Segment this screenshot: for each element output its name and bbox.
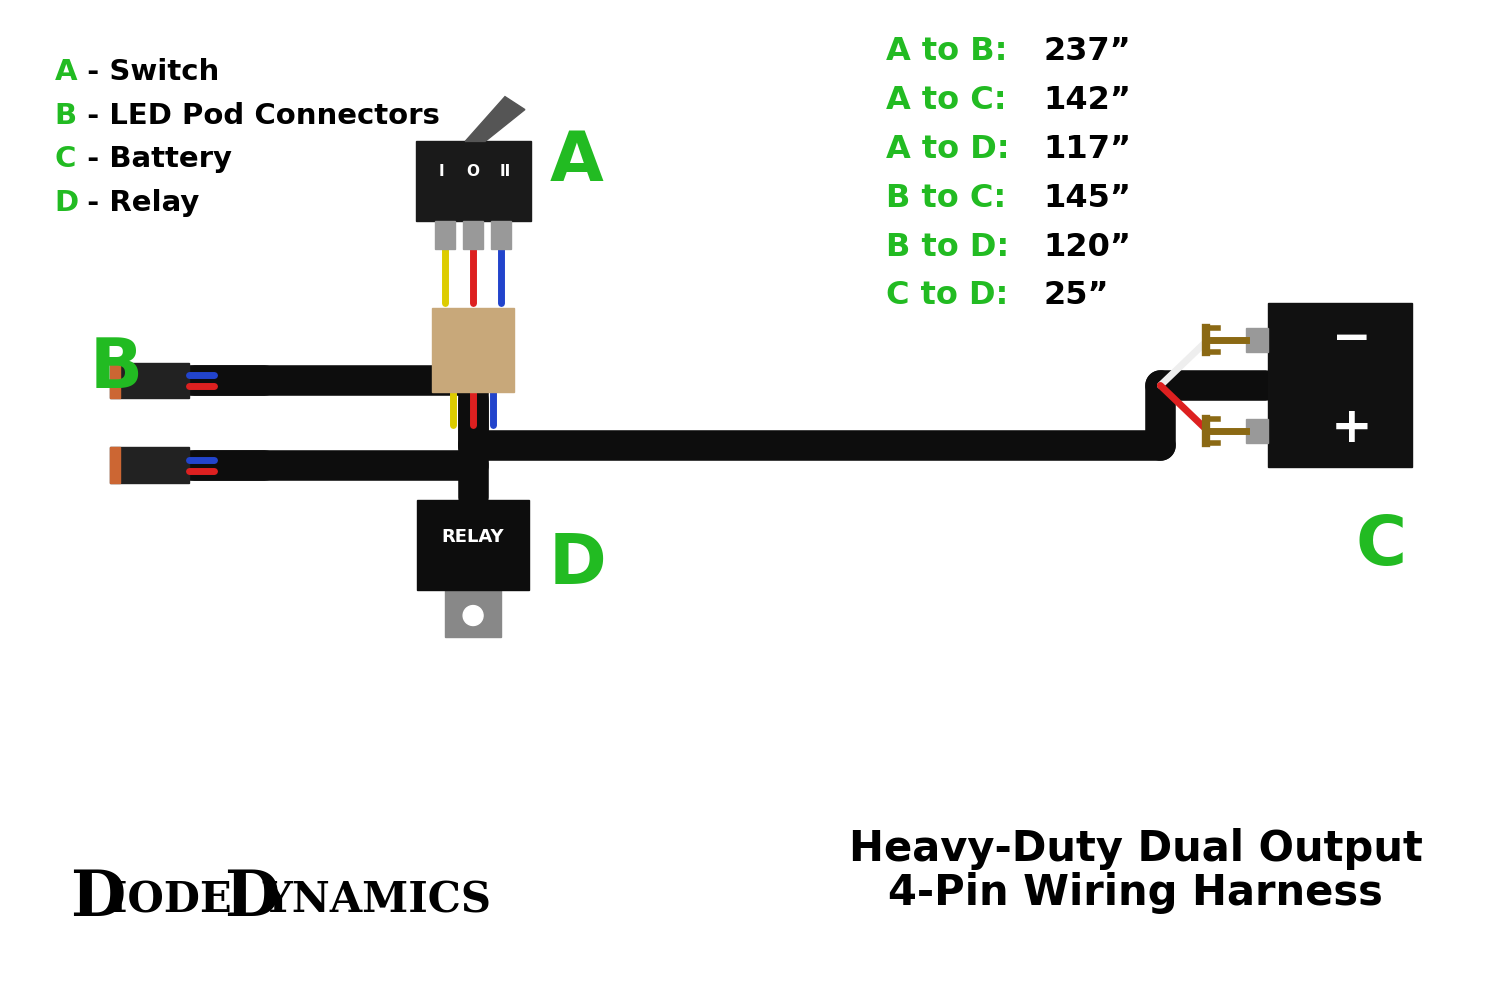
Bar — [110, 363, 189, 398]
Text: - Relay: - Relay — [76, 189, 200, 217]
Bar — [110, 363, 120, 398]
Text: C: C — [1356, 512, 1407, 579]
Text: IODE: IODE — [108, 879, 231, 921]
Text: Heavy-Duty Dual Output: Heavy-Duty Dual Output — [849, 828, 1422, 870]
Text: 142”: 142” — [1044, 85, 1131, 116]
Text: A to D:: A to D: — [886, 134, 1022, 165]
Bar — [446, 590, 501, 637]
Text: A to C:: A to C: — [886, 85, 1019, 116]
Bar — [1246, 419, 1268, 443]
Text: 145”: 145” — [1044, 183, 1131, 214]
Bar — [110, 447, 189, 483]
Text: - LED Pod Connectors: - LED Pod Connectors — [76, 102, 440, 130]
Text: YNAMICS: YNAMICS — [262, 879, 490, 921]
Text: - Switch: - Switch — [76, 58, 219, 86]
Text: 120”: 120” — [1044, 232, 1131, 263]
Text: A: A — [56, 58, 78, 86]
Text: D: D — [56, 189, 80, 217]
Text: D: D — [549, 531, 606, 598]
Text: A to B:: A to B: — [886, 36, 1019, 67]
Bar — [110, 447, 120, 483]
Text: 25”: 25” — [1044, 280, 1110, 311]
Text: B to D:: B to D: — [886, 232, 1022, 263]
Text: II: II — [500, 164, 510, 179]
Text: D: D — [69, 868, 124, 929]
Text: +: + — [1330, 404, 1372, 452]
Text: B: B — [90, 335, 142, 402]
Text: I: I — [438, 164, 444, 179]
Text: −: − — [1332, 317, 1371, 362]
Bar — [435, 221, 454, 249]
Text: B to C:: B to C: — [886, 183, 1019, 214]
Text: - Battery: - Battery — [76, 145, 231, 173]
Text: 117”: 117” — [1044, 134, 1132, 165]
Circle shape — [464, 606, 483, 625]
Text: 4-Pin Wiring Harness: 4-Pin Wiring Harness — [888, 872, 1383, 914]
Text: O: O — [466, 164, 480, 179]
Text: C: C — [56, 145, 76, 173]
Bar — [464, 221, 483, 249]
Text: A: A — [550, 128, 603, 195]
Bar — [1268, 303, 1413, 467]
Bar — [432, 308, 514, 392]
Text: D: D — [224, 868, 279, 929]
Bar — [417, 500, 530, 590]
Bar — [1246, 328, 1268, 352]
Bar — [490, 221, 512, 249]
Text: RELAY: RELAY — [442, 528, 504, 546]
Text: C to D:: C to D: — [886, 280, 1020, 311]
Text: B: B — [56, 102, 76, 130]
Text: 237”: 237” — [1044, 36, 1131, 67]
Bar — [417, 141, 531, 221]
Polygon shape — [465, 97, 525, 141]
